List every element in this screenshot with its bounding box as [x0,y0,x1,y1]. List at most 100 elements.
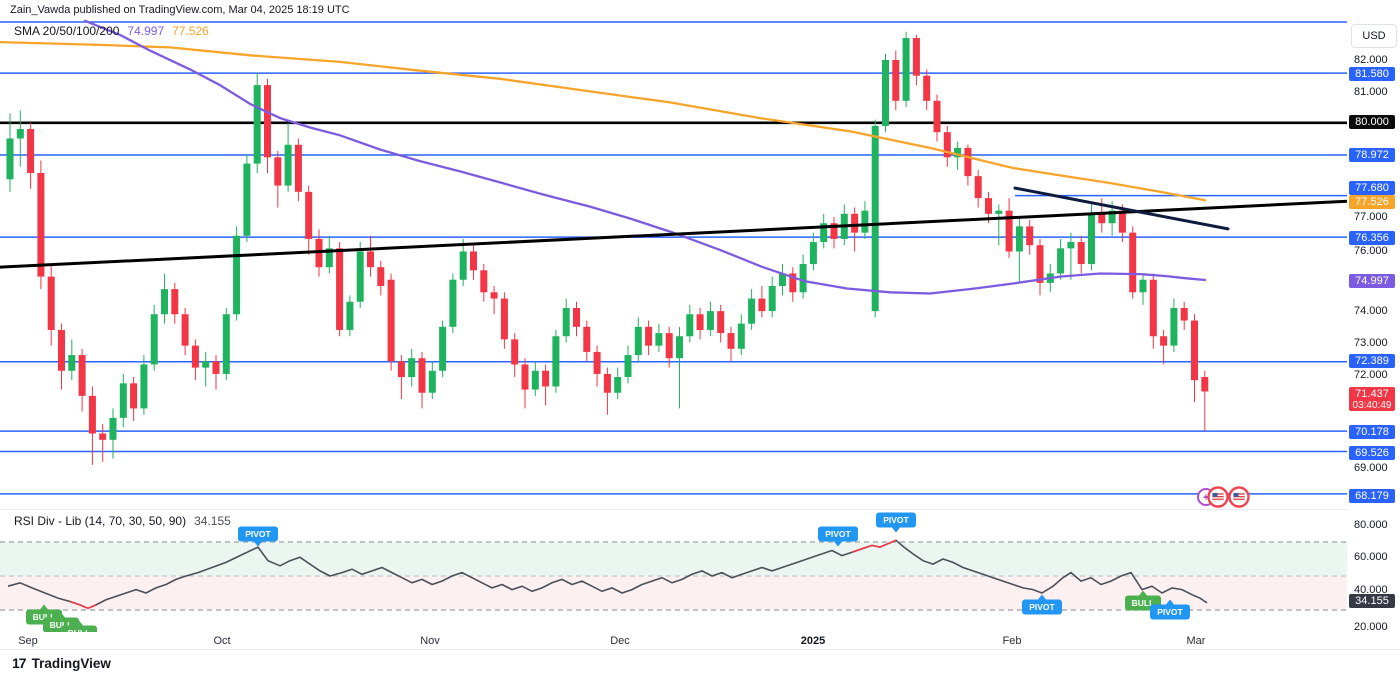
candle [109,408,117,459]
candle [871,119,879,318]
candle [892,50,900,111]
candle [624,345,632,384]
candle [779,264,786,296]
candle [820,213,828,249]
candle [799,254,807,299]
rsi-line [7,539,1208,610]
candle [305,185,313,255]
currency-button[interactable]: USD [1351,24,1397,48]
price-label: 74.000 [1354,305,1388,317]
attribution-text: Zain_Vawda published on TradingView.com,… [10,4,350,16]
candle [1139,273,1147,305]
candle [449,273,457,334]
pivot-marker: PIVOT [818,526,858,547]
candle [912,34,920,86]
candle [1201,370,1209,432]
sma-orange-value: 77.526 [172,24,209,38]
candle [253,72,261,174]
candle [933,94,941,142]
candle [6,113,14,192]
price-label: 82.000 [1354,54,1388,66]
price-label: 69.000 [1354,462,1388,474]
price-axis[interactable]: 82.000 81.580 81.000 80.000 78.972 77.680 77.5… [1347,0,1400,649]
candle [552,329,560,393]
candle [1149,273,1157,349]
candle [562,298,570,343]
price-badge: 76.356 [1349,231,1395,245]
footer-separator [0,649,1400,650]
candle [1118,204,1126,243]
candle [191,339,199,381]
candle [377,260,385,296]
candle [1026,220,1034,255]
candle [1160,329,1168,365]
candle [717,304,725,343]
candle [809,232,817,271]
candle [202,351,210,387]
rsi-badge: 34.155 [1349,594,1395,608]
candle [27,122,35,189]
candle [531,361,539,396]
time-axis[interactable]: Sep Oct Nov Dec 2025 Feb Mar [0,632,1347,649]
candle [439,320,447,378]
candle [748,289,756,330]
candle [727,326,735,362]
candle [1036,238,1044,296]
candle [1015,216,1023,283]
pivot-marker: PIVOT [1022,594,1062,615]
price-badge: 81.580 [1349,67,1395,81]
sma-legend[interactable]: SMA 20/50/100/200 74.997 77.526 [14,24,217,38]
candle [325,235,333,274]
candle [655,323,663,352]
candle [58,323,65,390]
candle [387,273,395,371]
price-badge: 69.526 [1349,446,1395,460]
candle [346,295,354,337]
candle [603,367,611,415]
candle [995,204,1003,246]
candle [943,125,951,167]
candle [974,169,982,208]
candle [1005,198,1013,258]
price-label: 77.000 [1354,211,1388,223]
candle [1180,301,1188,330]
candle [583,320,591,362]
pivot-marker: PIVOT [238,526,278,547]
svg-text:BULL: BULL [33,612,56,622]
candle [676,326,683,409]
rsi-legend[interactable]: RSI Div - Lib (14, 70, 30, 50, 90) 34.155 [14,514,231,528]
time-label-oct: Oct [213,635,231,647]
candle [16,110,24,167]
rsi-divergence-segment [851,539,897,553]
price-badge: 72.389 [1349,354,1395,368]
rsi-label: 60.000 [1354,551,1388,563]
candle [542,364,550,406]
price-badge: 77.526 [1349,195,1395,209]
price-badge: 80.000 [1349,115,1395,129]
svg-text:PIVOT: PIVOT [245,529,271,539]
rsi-label: 80.000 [1354,519,1388,531]
sma-orange-line [0,40,1207,202]
pivot-marker: PIVOT [876,512,916,533]
candle [521,358,529,409]
rsi-divergence-segment [69,600,97,610]
svg-text:PIVOT: PIVOT [1029,602,1055,612]
svg-text:PIVOT: PIVOT [825,529,851,539]
candle [789,267,797,302]
time-label-nov: Nov [420,635,440,647]
price-badge: 78.972 [1349,148,1395,162]
candle [758,286,766,318]
tradingview-logo-icon: 17 [12,655,27,671]
candle [233,226,241,321]
candle [593,345,601,387]
candle [480,264,488,302]
svg-text:PIVOT: PIVOT [883,515,909,525]
tradingview-logo[interactable]: 17 TradingView [12,655,111,671]
price-badge: 68.179 [1349,489,1395,503]
candle [88,386,96,465]
candle [119,373,127,428]
candle [367,235,374,277]
candle [634,317,642,362]
